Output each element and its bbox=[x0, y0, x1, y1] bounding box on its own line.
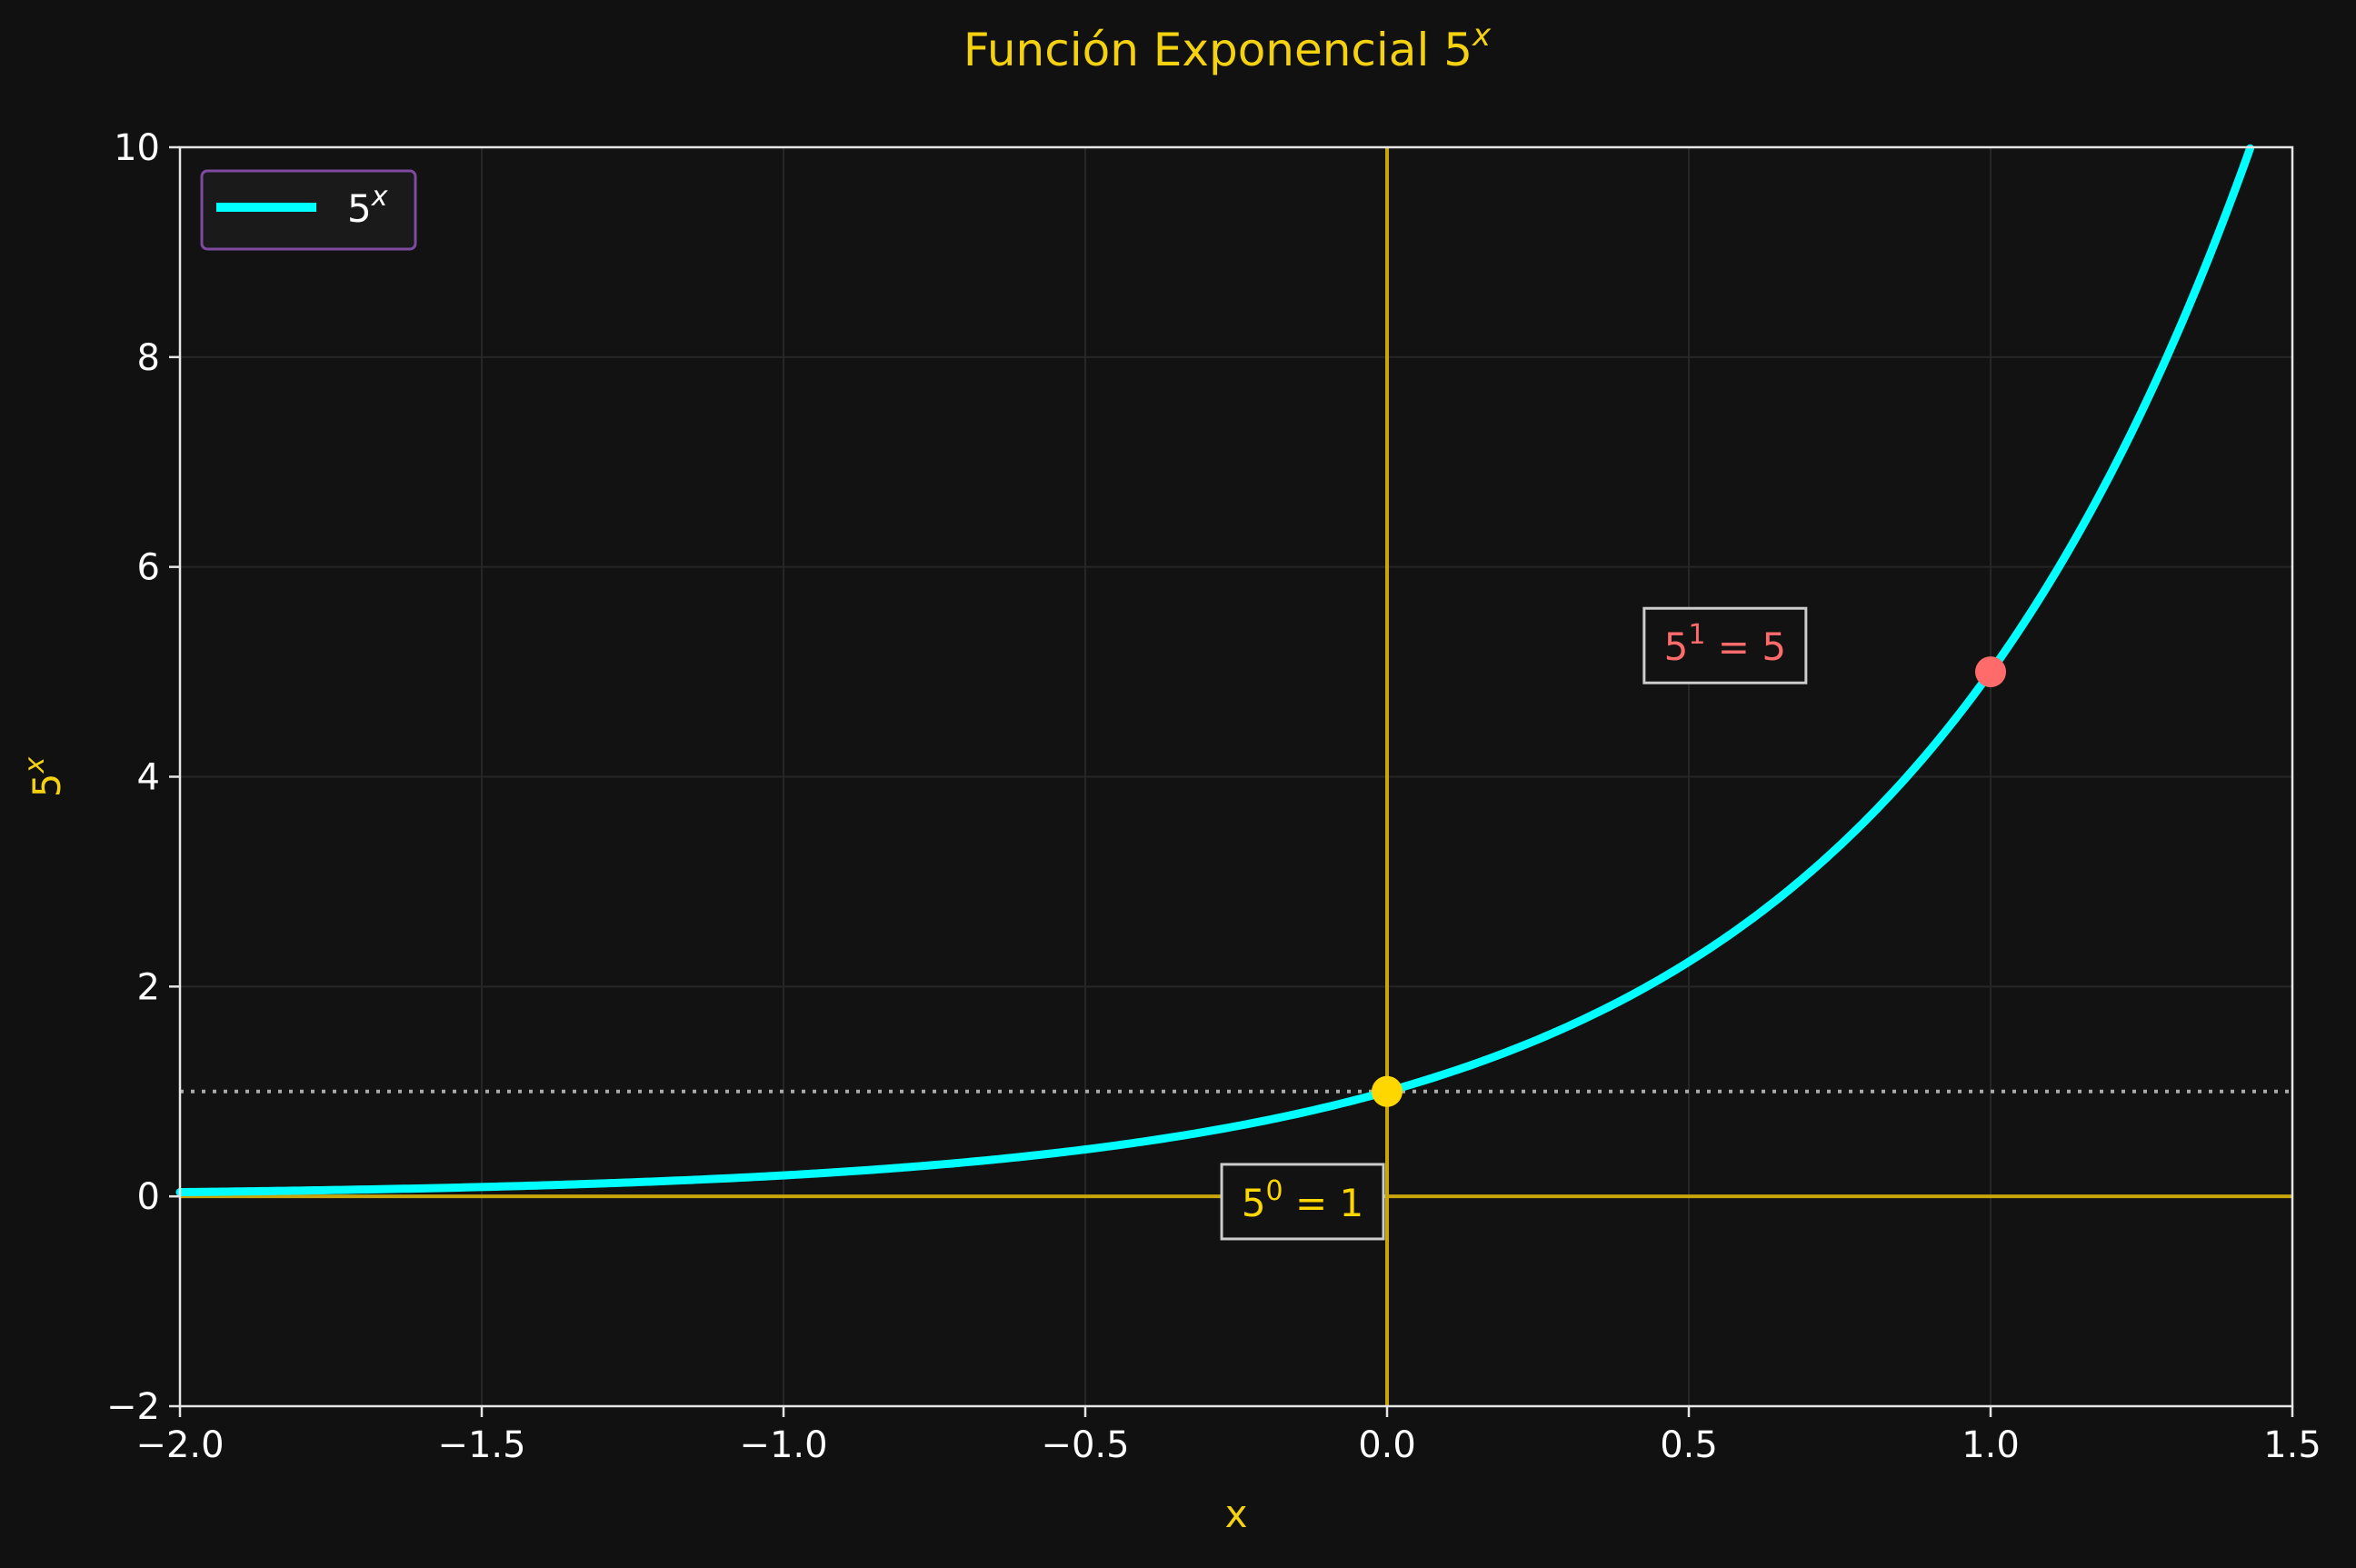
annotation-text-0: 50 = 1 bbox=[1242, 1175, 1363, 1225]
y-tick-label-6: 10 bbox=[114, 127, 160, 169]
x-tick-label-1: −1.5 bbox=[437, 1424, 525, 1466]
annotations: 50 = 1 51 = 5 bbox=[1220, 606, 1808, 1241]
highlight-point-0 bbox=[1372, 1075, 1403, 1107]
y-tick-label-5: 8 bbox=[137, 337, 160, 379]
series-line-1 bbox=[175, 144, 2255, 1197]
annotation-box-1 bbox=[1642, 606, 1808, 684]
chart-title-superscript: x bbox=[1472, 17, 1492, 54]
x-tick-label-4: 0.0 bbox=[1358, 1424, 1416, 1466]
x-tick-label-3: −0.5 bbox=[1041, 1424, 1129, 1466]
annotation-text-1: 51 = 5 bbox=[1664, 619, 1786, 669]
chart-title: Función Exponencial 5x bbox=[963, 17, 1492, 76]
x-tick-label-0: −2.0 bbox=[135, 1424, 224, 1466]
x-tick-label-6: 1.0 bbox=[1962, 1424, 2020, 1466]
y-tick-label-1: 0 bbox=[137, 1176, 160, 1218]
y-tick-label-0: −2 bbox=[106, 1386, 160, 1428]
highlight-point-1 bbox=[1975, 656, 2006, 688]
annotation-0: 50 = 1 bbox=[1220, 1163, 1385, 1241]
legend: 5x bbox=[200, 169, 417, 251]
highlight-points bbox=[1372, 656, 2006, 1107]
legend-label-text: 5 bbox=[347, 186, 372, 231]
chart-title-text: Función Exponencial 5 bbox=[963, 24, 1472, 76]
legend-label-superscript: x bbox=[371, 181, 388, 213]
x-axis-ticks: −2.0 −1.5 −1.0 −0.5 0.0 0.5 1.0 1.5 bbox=[135, 1406, 2321, 1466]
y-axis-label-text: 5 bbox=[25, 774, 69, 798]
x-tick-label-2: −1.0 bbox=[739, 1424, 827, 1466]
y-tick-label-2: 2 bbox=[137, 966, 160, 1008]
series-layer bbox=[175, 144, 2255, 1197]
x-tick-label-5: 0.5 bbox=[1660, 1424, 1718, 1466]
y-tick-label-4: 6 bbox=[137, 547, 160, 589]
legend-label-series-1: 5x bbox=[347, 181, 388, 231]
y-axis-ticks: −2 0 2 4 6 8 10 bbox=[106, 127, 180, 1428]
x-axis-label: x bbox=[1225, 1492, 1248, 1536]
y-axis-label: 5x bbox=[19, 757, 69, 798]
annotation-1: 51 = 5 bbox=[1642, 606, 1808, 684]
x-tick-label-7: 1.5 bbox=[2263, 1424, 2321, 1466]
y-axis-label-superscript: x bbox=[19, 757, 51, 774]
annotation-box-0 bbox=[1220, 1163, 1385, 1241]
y-tick-label-3: 4 bbox=[137, 757, 160, 799]
